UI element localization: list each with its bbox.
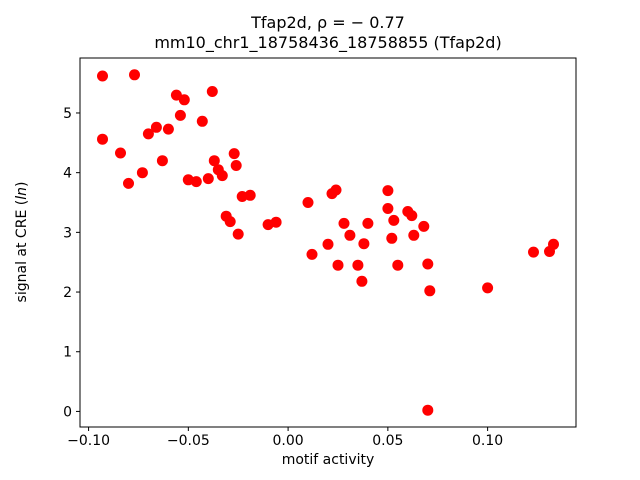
x-axis-label: motif activity	[281, 452, 375, 468]
data-point	[136, 167, 148, 179]
y-tick-label: 5	[63, 106, 72, 122]
data-point	[322, 238, 334, 250]
data-point	[344, 229, 356, 241]
data-point	[392, 259, 404, 271]
chart-title-line1: Tfap2d, ρ = − 0.77	[251, 13, 405, 32]
y-axis-label: signal at CRE (ln)	[14, 182, 30, 303]
data-point	[206, 86, 218, 97]
data-point	[178, 94, 190, 106]
data-point	[356, 275, 368, 287]
data-point	[358, 238, 370, 250]
y-axis-label-close: )	[14, 181, 30, 188]
data-point	[196, 115, 208, 127]
y-tick-label: 4	[63, 166, 72, 182]
data-point	[115, 147, 126, 159]
x-tick-label: 0.00	[273, 433, 304, 449]
data-point	[386, 232, 398, 244]
data-point	[270, 216, 282, 228]
data-point	[224, 216, 236, 228]
chart-title-line2: mm10_chr1_18758436_18758855 (Tfap2d)	[154, 33, 502, 52]
data-point	[482, 282, 494, 294]
x-tick-label: −0.10	[67, 433, 110, 449]
data-point	[528, 246, 539, 258]
data-point	[97, 133, 108, 145]
data-point	[230, 160, 242, 171]
data-point	[150, 121, 162, 133]
data-point	[190, 176, 202, 188]
data-point	[216, 170, 228, 182]
data-point	[352, 259, 364, 271]
data-point	[156, 155, 168, 167]
data-point	[174, 109, 186, 121]
data-point	[382, 185, 394, 197]
y-axis-label-text: signal at CRE (	[14, 199, 30, 303]
data-point	[208, 155, 220, 167]
data-point	[338, 217, 350, 229]
y-tick-label: 2	[63, 285, 72, 301]
y-axis-label-italic: ln	[14, 187, 30, 200]
data-point	[170, 89, 182, 101]
data-point	[129, 69, 140, 81]
data-point	[382, 203, 394, 214]
data-point	[422, 404, 434, 416]
data-point	[302, 197, 314, 208]
y-tick-label: 1	[63, 345, 72, 361]
data-point	[332, 259, 344, 271]
data-point	[97, 70, 108, 82]
data-point	[408, 229, 420, 241]
data-point	[330, 184, 342, 196]
y-tick-label: 0	[63, 404, 72, 420]
data-point	[548, 238, 559, 250]
data-point	[228, 148, 240, 160]
x-tick-label: 0.10	[472, 433, 503, 449]
x-tick-label: −0.05	[167, 433, 210, 449]
x-tick-label: 0.05	[372, 433, 403, 449]
chart-title: Tfap2d, ρ = − 0.77 mm10_chr1_18758436_18…	[80, 13, 576, 53]
data-point	[418, 220, 430, 232]
axes-frame	[79, 57, 577, 428]
y-tick-label: 3	[63, 225, 72, 241]
data-point	[422, 258, 434, 270]
data-point	[406, 210, 418, 222]
data-point	[123, 177, 134, 189]
data-point	[362, 217, 374, 229]
data-point	[142, 128, 154, 140]
data-point	[202, 173, 214, 185]
data-point	[244, 189, 256, 201]
data-point	[232, 228, 244, 240]
data-point	[162, 123, 174, 135]
data-point	[306, 248, 318, 260]
data-point	[388, 214, 400, 226]
data-point	[424, 285, 436, 297]
